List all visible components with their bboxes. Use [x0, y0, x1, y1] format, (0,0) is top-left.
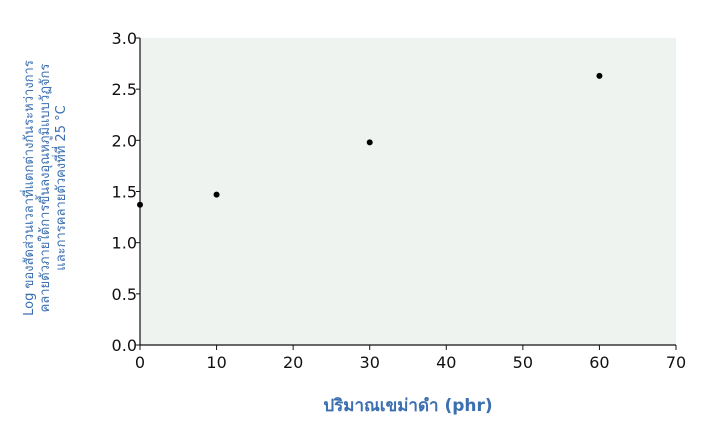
y-tick-label: 1.0	[112, 234, 137, 253]
plot-area	[140, 38, 676, 345]
x-tick-label: 40	[436, 353, 456, 372]
y-tick-label: 0.5	[112, 285, 137, 304]
y-axis-label-line-3: และการคลายตัวคงที่ที่ 25 °C	[54, 105, 69, 271]
data-point	[213, 191, 220, 198]
y-axis-label-line-1: Log ของสัดส่วนเวลาที่แตกต่างกันระหว่างกา…	[22, 60, 37, 316]
x-tick-label: 10	[206, 353, 226, 372]
x-tick-label: 50	[513, 353, 533, 372]
y-tick-label: 3.0	[112, 29, 137, 48]
data-point	[137, 201, 143, 208]
x-tick-label: 60	[589, 353, 609, 372]
x-tick-label: 0	[135, 353, 145, 372]
x-tick-label: 20	[283, 353, 303, 372]
y-tick-label: 2.5	[112, 80, 137, 99]
data-point	[596, 72, 603, 79]
x-axis-label: ปริมาณเขม่าดำ (phr)	[323, 396, 493, 416]
y-axis-ticks: 0.0 0.5 1.0 1.5 2.0 2.5 3.0	[112, 29, 140, 355]
y-axis-label: Log ของสัดส่วนเวลาที่แตกต่างกันระหว่างกา…	[22, 18, 70, 358]
x-tick-label: 70	[666, 353, 686, 372]
x-tick-label: 30	[360, 353, 380, 372]
y-tick-label: 2.0	[112, 131, 137, 150]
x-axis-ticks: 0 10 20 30 40 50 60 70	[135, 345, 686, 372]
data-points	[137, 72, 603, 208]
y-tick-label: 0.0	[112, 336, 137, 355]
data-point	[366, 139, 373, 146]
y-axis-label-line-2: คลายตัวภายใต้การขึ้นลงอุณหภูมิแบบวัฏจักร	[38, 63, 53, 313]
y-tick-label: 1.5	[112, 183, 137, 202]
